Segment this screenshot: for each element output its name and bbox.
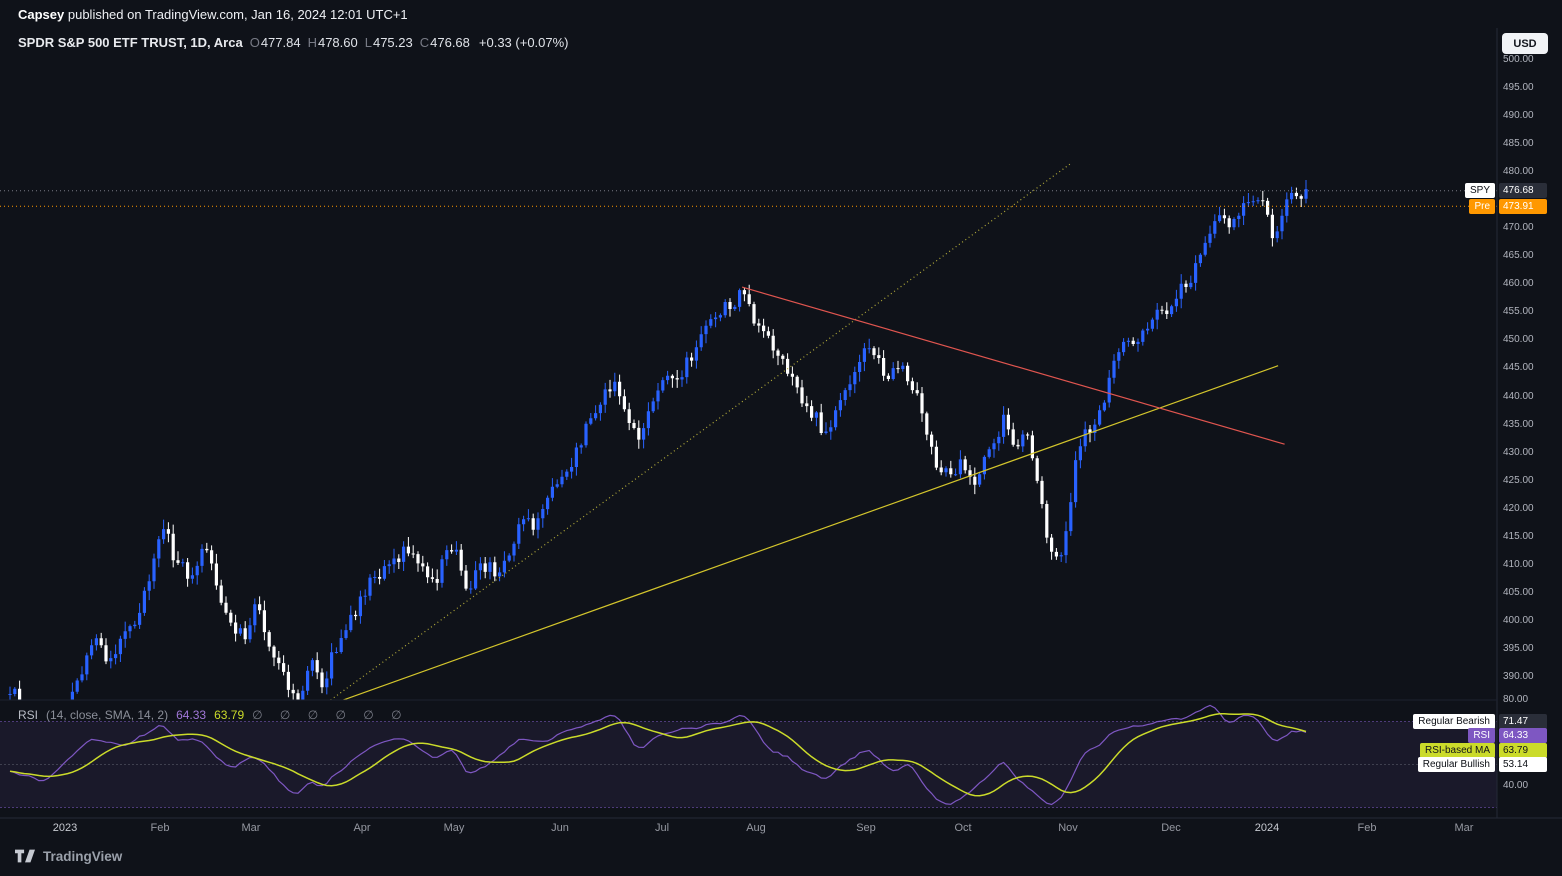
rsi-ma-value: 63.79	[214, 708, 245, 722]
premarket-price-tag: Pre	[1469, 199, 1495, 214]
regular-bullish-value: 53.14	[1499, 757, 1547, 772]
published-text: published on TradingView.com, Jan 16, 20…	[64, 7, 408, 22]
axis-separators	[0, 28, 1562, 819]
rsi-axis-value: 64.33	[1499, 728, 1547, 743]
time-axis[interactable]	[0, 818, 1562, 842]
tradingview-logo-icon	[15, 849, 35, 863]
high-value: H 478.60	[307, 35, 358, 50]
low-value: L 475.23	[364, 35, 413, 50]
close-value: C 476.68	[419, 35, 470, 50]
symbol-title: SPDR S&P 500 ETF TRUST, 1D, Arca	[18, 35, 243, 50]
rsi-pane[interactable]	[0, 704, 1497, 808]
open-value: O 477.84	[249, 35, 301, 50]
attribution: Capsey published on TradingView.com, Jan…	[18, 7, 408, 22]
last-price-tag: SPY	[1464, 183, 1495, 198]
rsi-name: RSI	[18, 708, 39, 722]
change-value: +0.33 (+0.07%)	[478, 35, 569, 50]
tradingview-footer[interactable]: TradingView	[14, 846, 122, 866]
last-price-value: 476.68	[1499, 183, 1547, 198]
symbol-info-row: SPDR S&P 500 ETF TRUST, 1D, Arca O 477.84…	[18, 35, 569, 50]
rsi-ma-axis-value: 63.79	[1499, 743, 1547, 758]
rsi-legend: RSI (14, close, SMA, 14, 2) 64.33 63.79 …	[18, 708, 409, 722]
currency-button[interactable]: USD	[1502, 33, 1548, 54]
rsi-disabled-inputs: ∅ ∅ ∅ ∅ ∅ ∅	[252, 708, 409, 722]
price-axis[interactable]	[1497, 28, 1562, 818]
premarket-price-value: 473.91	[1499, 199, 1547, 214]
rsi-tag: RSI	[1468, 728, 1495, 743]
rsi-value: 64.33	[176, 708, 207, 722]
brand-name: TradingView	[43, 848, 123, 864]
main-price-pane[interactable]	[0, 163, 1497, 726]
regular-bearish-tag: Regular Bearish	[1413, 714, 1495, 729]
regular-bullish-tag: Regular Bullish	[1417, 757, 1495, 772]
rsi-ma-tag: RSI-based MA	[1419, 743, 1495, 758]
author-link[interactable]: Capsey	[18, 7, 65, 22]
regular-bearish-value: 71.47	[1499, 714, 1547, 729]
rsi-params: (14, close, SMA, 14, 2)	[46, 708, 169, 722]
